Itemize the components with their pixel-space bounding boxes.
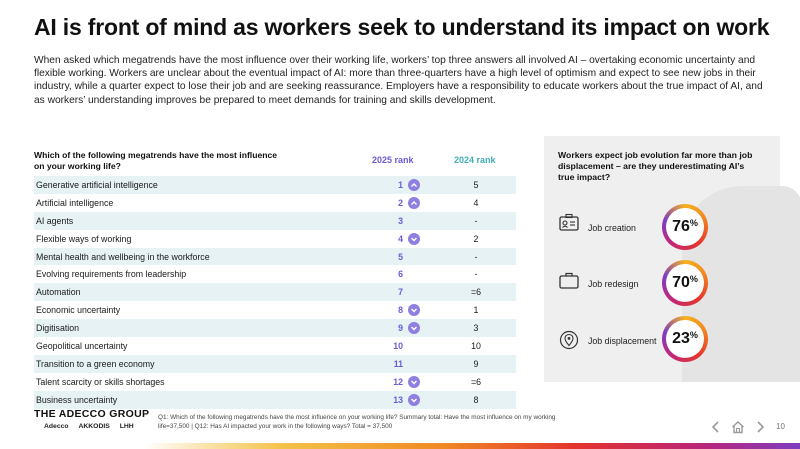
rank-2024: 2: [473, 233, 479, 244]
rank-2024: -: [474, 269, 478, 280]
rank-2025: 5: [398, 251, 403, 262]
megatrend-label: Mental health and wellbeing in the workf…: [36, 251, 210, 262]
page-number: 10: [776, 422, 785, 431]
panel-title: Workers expect job evolution far more th…: [558, 150, 753, 182]
rank-2024: -: [474, 215, 478, 226]
table-row: Flexible ways of working 4 2: [34, 230, 516, 248]
table-row: Economic uncertainty 8 1: [34, 301, 516, 319]
megatrend-label: Generative artificial intelligence: [36, 180, 158, 190]
sub-brand-akkodis: AKKODIS: [78, 423, 110, 430]
megatrend-label: Talent scarcity or skills shortages: [36, 376, 165, 387]
chevron-up-icon: [408, 196, 420, 209]
next-slide-button[interactable]: [752, 419, 768, 435]
rank-2025: 4: [398, 233, 403, 244]
stat-label-job-redesign: Job redesign: [588, 279, 639, 289]
table-body: Generative artificial intelligence 1 5 Arti…: [34, 176, 516, 409]
rank-2024: 3: [473, 323, 479, 334]
table-question: Which of the following megatrends have t…: [34, 150, 278, 171]
table-row: Digitisation 9 3: [34, 319, 516, 338]
column-header-2024: 2024 rank: [454, 155, 496, 165]
stat-value-job-displacement: 23%: [672, 330, 698, 347]
rank-2024: 1: [473, 305, 479, 316]
table-row: Talent scarcity or skills shortages 12 =6: [34, 373, 516, 391]
megatrend-label: Automation: [36, 287, 81, 298]
stat-value-job-creation: 76%: [672, 218, 698, 235]
rank-2025: 9: [398, 323, 403, 334]
intro-paragraph: When asked which megatrends have the mos…: [34, 55, 763, 106]
rank-2024: 5: [473, 180, 479, 190]
sub-brands: Adecco AKKODIS LHH: [44, 423, 142, 430]
rank-2024: -: [474, 251, 478, 262]
megatrend-label: AI agents: [36, 215, 74, 226]
column-header-2025: 2025 rank: [372, 155, 414, 165]
table-row: Transition to a green economy 11 9: [34, 354, 516, 373]
rank-2025: 6: [398, 269, 403, 280]
previous-slide-button[interactable]: [708, 419, 724, 435]
rank-2025: 10: [393, 341, 403, 352]
megatrend-label: Flexible ways of working: [36, 233, 132, 244]
rank-2025: 2: [398, 197, 403, 208]
table-row: Geopolitical uncertainty 10 10: [34, 337, 516, 355]
stat-ring-job-creation: 76%: [662, 204, 708, 250]
chevron-up-icon: [408, 179, 420, 191]
table-row: Artificial intelligence 2 4: [34, 194, 516, 212]
table-header: Which of the following megatrends have t…: [34, 150, 516, 176]
chevron-left-icon: [711, 421, 719, 433]
megatrends-table: Which of the following megatrends have t…: [34, 150, 516, 409]
rank-2025: 12: [393, 376, 403, 387]
rank-2024: =6: [470, 376, 482, 387]
chevron-down-icon: [408, 393, 420, 406]
home-icon: [732, 421, 744, 434]
id-card-icon: [558, 212, 580, 234]
table-row: AI agents 3 -: [34, 211, 516, 230]
rank-2024: 8: [473, 394, 479, 405]
footnote: Q1: Which of the following megatrends ha…: [158, 414, 556, 430]
rank-2025: 13: [393, 394, 403, 405]
rank-2024: 4: [473, 197, 479, 208]
rank-2024: =6: [470, 287, 482, 298]
gradient-bar: [0, 443, 800, 449]
chevron-down-icon: [408, 375, 420, 388]
stat-label-job-displacement: Job displacement: [588, 336, 657, 346]
megatrend-label: Business uncertainty: [36, 394, 118, 405]
rank-2025: 7: [398, 287, 403, 298]
sub-brand-adecco: Adecco: [44, 423, 69, 430]
table-row: Mental health and wellbeing in the workf…: [34, 247, 516, 266]
table-row: Automation 7 =6: [34, 283, 516, 302]
chevron-right-icon: [757, 421, 765, 433]
megatrend-label: Evolving requirements from leadership: [36, 269, 187, 280]
page-title: AI is front of mind as workers seek to u…: [34, 14, 770, 40]
stat-ring-job-redesign: 70%: [662, 260, 708, 306]
stat-label-job-creation: Job creation: [588, 223, 636, 233]
location-pin-icon: [558, 329, 580, 351]
table-row: Business uncertainty 13 8: [34, 390, 516, 409]
table-row: Generative artificial intelligence 1 5: [34, 176, 516, 194]
stat-ring-job-displacement: 23%: [662, 316, 708, 362]
rank-2024: 9: [473, 358, 479, 369]
job-evolution-panel: Workers expect job evolution far more th…: [544, 136, 800, 382]
megatrend-label: Digitisation: [36, 323, 80, 334]
chevron-down-icon: [408, 304, 420, 317]
table-row: Evolving requirements from leadership 6 -: [34, 265, 516, 283]
stat-value-job-redesign: 70%: [672, 274, 698, 291]
briefcase-icon: [558, 269, 580, 291]
rank-2025: 8: [398, 305, 403, 316]
home-button[interactable]: [730, 419, 746, 435]
brand-logo: THE ADECCO GROUP: [34, 408, 150, 420]
rank-2024: 10: [471, 341, 481, 352]
sub-brand-lhh: LHH: [119, 423, 134, 430]
megatrend-label: Geopolitical uncertainty: [36, 341, 128, 352]
rank-2025: 3: [398, 215, 403, 226]
chevron-down-icon: [408, 232, 420, 245]
megatrend-label: Artificial intelligence: [36, 197, 114, 208]
megatrend-label: Economic uncertainty: [36, 305, 121, 316]
rank-2025: 11: [393, 358, 403, 369]
rank-2025: 1: [398, 180, 403, 190]
megatrend-label: Transition to a green economy: [36, 358, 155, 369]
chevron-down-icon: [408, 322, 420, 335]
